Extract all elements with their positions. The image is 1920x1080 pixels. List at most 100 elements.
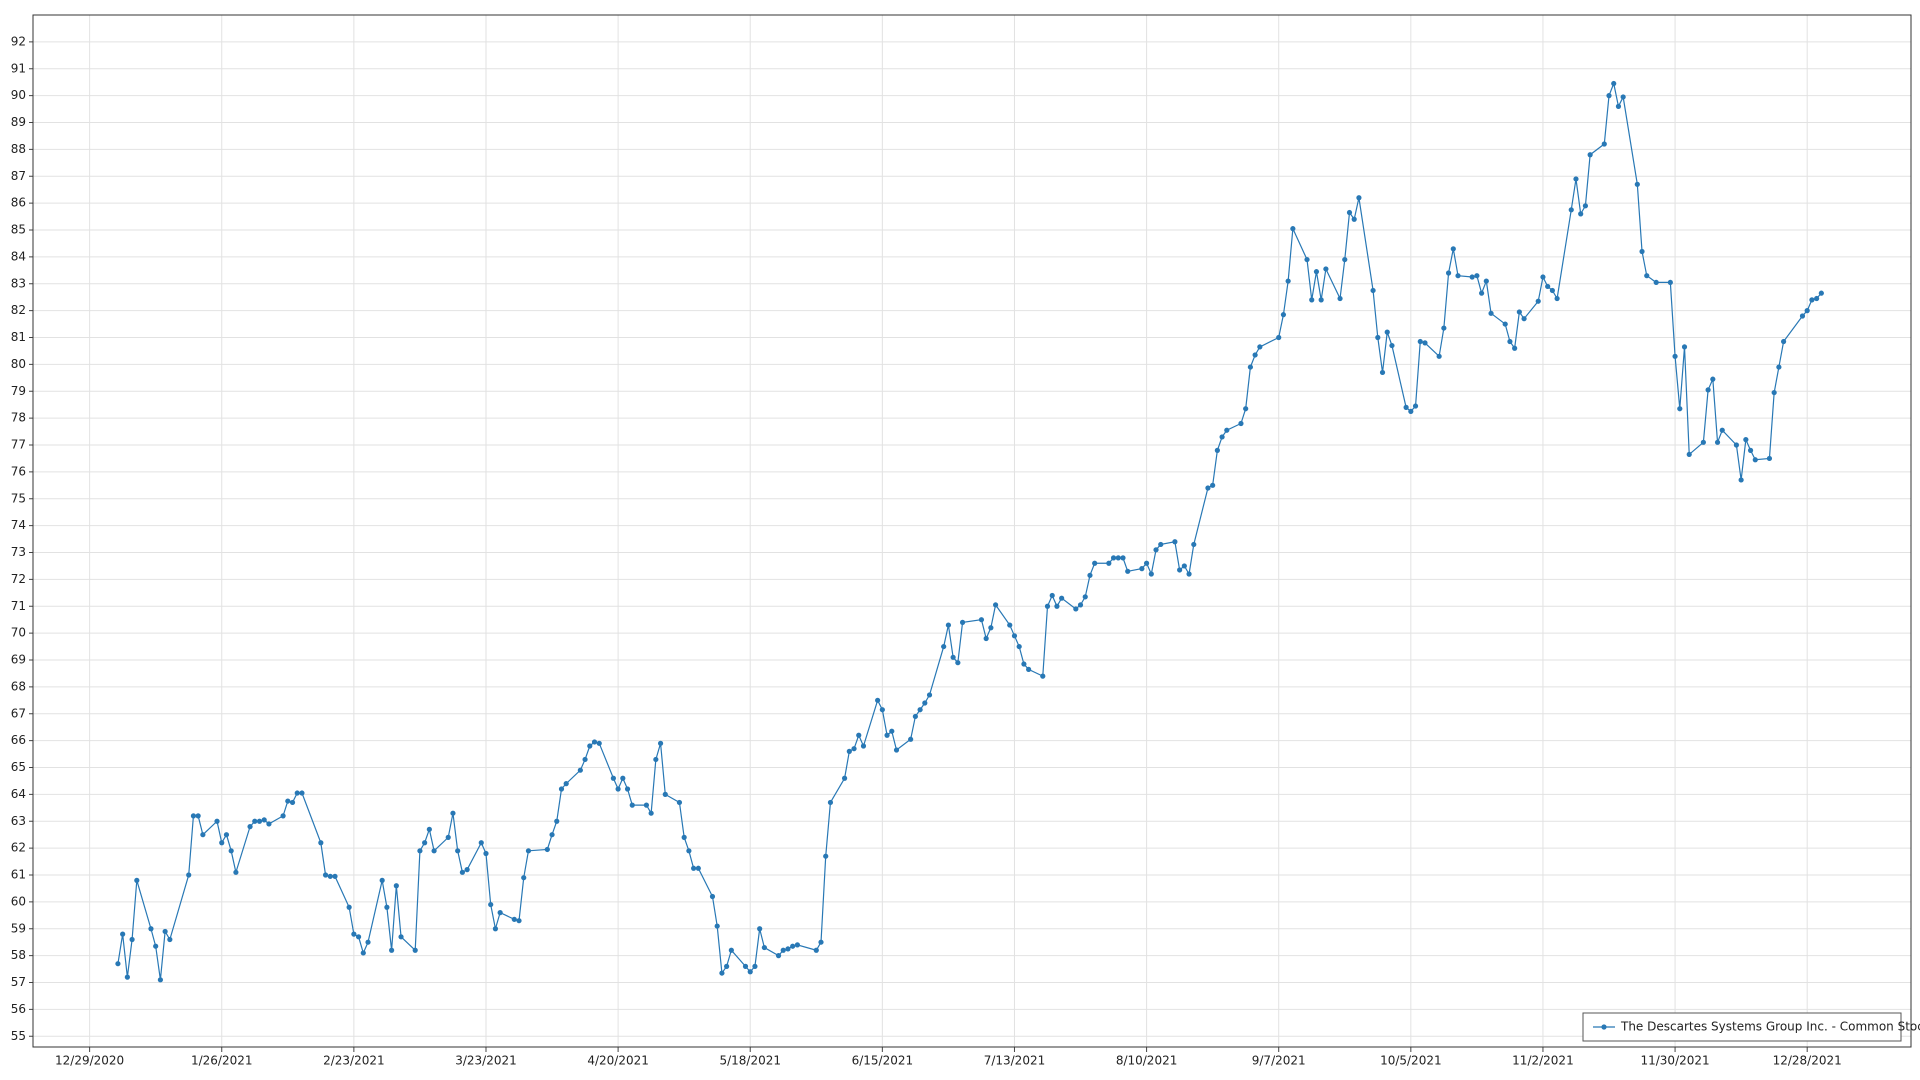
data-point <box>558 786 565 792</box>
data-point <box>266 821 272 827</box>
data-point <box>818 939 824 945</box>
data-point <box>1059 595 1065 601</box>
data-point <box>1483 278 1489 284</box>
data-point <box>983 635 989 642</box>
data-point <box>426 826 432 832</box>
data-point <box>1436 353 1442 359</box>
x-tick-label: 3/23/2021 <box>455 1054 517 1068</box>
data-point <box>1224 427 1230 433</box>
data-point <box>1804 308 1810 314</box>
data-point <box>945 622 952 628</box>
y-tick-label: 69 <box>11 653 26 667</box>
data-point <box>422 840 428 846</box>
data-point <box>1148 571 1154 577</box>
data-point <box>379 877 385 883</box>
data-point <box>124 974 130 980</box>
x-tick-label: 11/2/2021 <box>1512 1054 1574 1068</box>
data-point <box>1578 211 1584 217</box>
data-point <box>1502 321 1508 327</box>
data-point <box>714 923 720 929</box>
data-point <box>1115 555 1121 561</box>
data-point <box>1747 447 1754 453</box>
data-point <box>478 840 484 846</box>
data-point <box>992 602 999 608</box>
data-point <box>1738 477 1744 483</box>
data-point <box>1445 270 1452 276</box>
data-point <box>1158 541 1164 548</box>
data-point <box>955 660 961 666</box>
data-point <box>879 707 885 713</box>
y-tick-label: 64 <box>11 787 26 801</box>
data-point <box>219 840 225 846</box>
x-tick-label: 11/30/2021 <box>1640 1054 1709 1068</box>
data-point <box>752 963 758 969</box>
data-point <box>299 790 305 796</box>
data-point <box>365 939 371 945</box>
data-point <box>728 947 734 953</box>
data-point <box>978 617 985 623</box>
data-point <box>1304 256 1310 263</box>
data-point <box>1814 295 1820 302</box>
data-point <box>1568 207 1574 213</box>
x-tick-label: 12/29/2020 <box>55 1054 124 1068</box>
y-tick-label: 82 <box>11 303 26 317</box>
data-point <box>747 969 753 975</box>
y-tick-label: 83 <box>11 276 26 290</box>
data-point <box>841 775 848 781</box>
data-point <box>1752 457 1758 463</box>
data-point <box>115 961 121 967</box>
y-tick-label: 75 <box>11 491 26 505</box>
data-point <box>167 936 173 943</box>
data-point <box>1488 310 1494 316</box>
y-tick-label: 76 <box>11 464 26 478</box>
y-tick-label: 66 <box>11 733 26 747</box>
data-point <box>431 848 437 854</box>
data-point <box>1771 389 1777 396</box>
data-point <box>459 869 465 875</box>
data-point <box>1667 279 1673 286</box>
data-point <box>1379 369 1386 376</box>
data-point <box>398 934 404 940</box>
data-point <box>941 643 947 650</box>
data-point <box>1082 594 1088 600</box>
data-point <box>1780 338 1787 345</box>
data-point <box>360 950 366 956</box>
data-point <box>1507 338 1513 345</box>
data-point <box>120 931 126 937</box>
data-point <box>294 790 300 796</box>
data-point <box>516 918 522 924</box>
data-point <box>1799 313 1806 319</box>
data-point <box>1611 80 1617 87</box>
data-point <box>851 746 857 752</box>
data-point <box>922 700 928 706</box>
data-point <box>1205 485 1211 491</box>
data-point <box>1139 566 1145 572</box>
data-point <box>1681 344 1688 350</box>
data-point <box>1441 325 1447 331</box>
plot-frame <box>32 14 1912 1048</box>
data-point <box>1356 195 1362 201</box>
data-point <box>1280 312 1287 318</box>
plot-area <box>115 80 1824 983</box>
y-tick-label: 63 <box>11 814 26 828</box>
data-point <box>256 818 263 824</box>
x-tick-label: 5/18/2021 <box>719 1054 781 1068</box>
data-point <box>587 743 593 749</box>
data-point <box>1026 666 1032 673</box>
y-tick-label: 78 <box>11 411 26 425</box>
data-point <box>554 818 560 824</box>
data-point <box>525 848 532 854</box>
data-point <box>1087 572 1093 578</box>
data-point <box>1040 673 1046 679</box>
data-point <box>681 834 687 840</box>
data-point <box>1615 103 1622 109</box>
data-point <box>1403 404 1409 410</box>
data-point <box>1351 216 1357 222</box>
data-point <box>261 817 267 823</box>
data-point <box>1818 290 1824 296</box>
data-point <box>1007 622 1013 628</box>
data-point <box>162 928 168 935</box>
data-point <box>1120 555 1126 561</box>
data-point <box>657 740 664 746</box>
